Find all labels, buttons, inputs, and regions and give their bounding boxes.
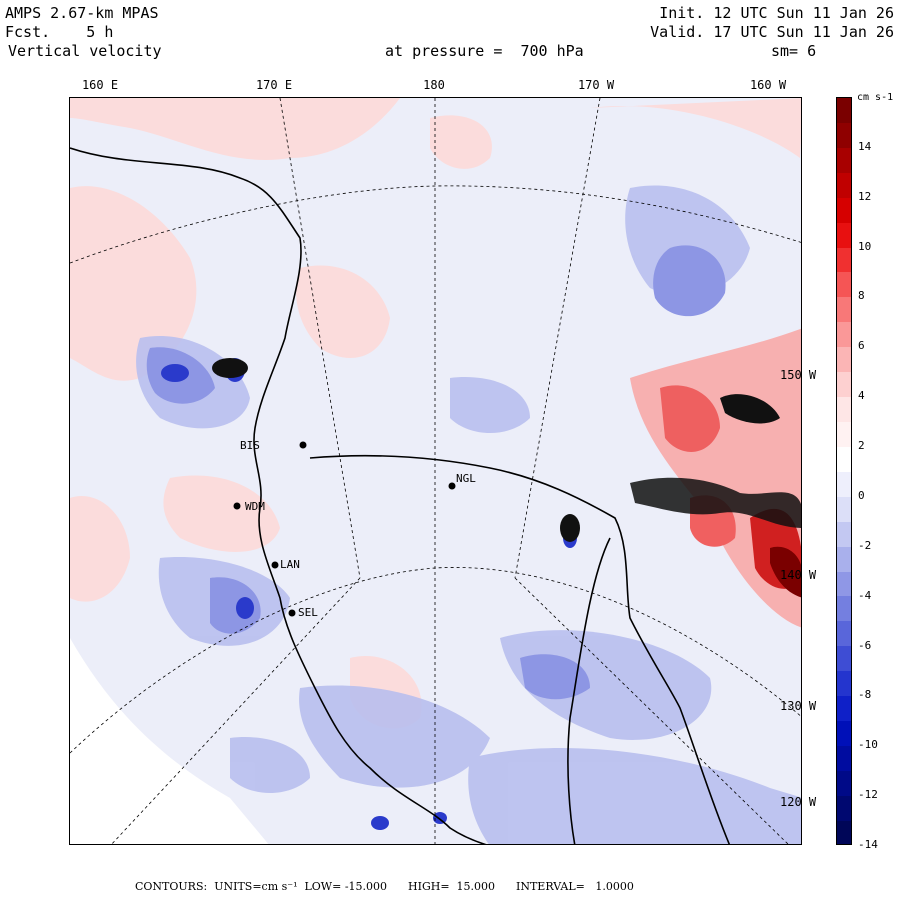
- coastline: [70, 147, 731, 844]
- colorbar-segment: [837, 347, 851, 373]
- station-marker-ngl: [448, 482, 456, 490]
- station-label-bis: BIS: [240, 439, 260, 452]
- colorbar: [836, 97, 852, 845]
- colorbar-segment: [837, 172, 851, 198]
- forecast-hour: Fcst. 5 h: [5, 23, 114, 41]
- model-title: AMPS 2.67-km MPAS: [5, 4, 159, 22]
- station-marker-lan: [271, 561, 279, 569]
- colorbar-tick-label: 12: [858, 189, 872, 203]
- station-label-wdm: WDM: [245, 500, 265, 513]
- off-domain-area: [70, 638, 269, 844]
- colorbar-tick-label: 6: [858, 339, 865, 353]
- colorbar-segment: [837, 621, 851, 647]
- lat-label-150w: 150 W: [780, 368, 817, 382]
- lon-label-170e: 170 E: [255, 78, 293, 92]
- graticule: [70, 98, 801, 844]
- colorbar-unit: cm s-1: [857, 92, 894, 103]
- lon-label-160e: 160 E: [81, 78, 119, 92]
- colorbar-segment: [837, 521, 851, 547]
- colorbar-tick-label: 14: [858, 139, 872, 153]
- colorbar-segment: [837, 745, 851, 771]
- colorbar-segment: [837, 446, 851, 472]
- station-marker-bis: [299, 441, 307, 449]
- station-marker-sel: [288, 609, 296, 617]
- station-marker-wdm: [233, 502, 241, 510]
- station-label-sel: SEL: [298, 606, 318, 619]
- colorbar-tick-label: 0: [858, 488, 865, 502]
- colorbar-segment: [837, 122, 851, 148]
- colorbar-segment: [837, 546, 851, 572]
- colorbar-tick-label: -8: [858, 688, 872, 702]
- colorbar-tick-label: 4: [858, 389, 865, 403]
- colorbar-tick-label: -2: [858, 538, 872, 552]
- colorbar-tick-label: -10: [858, 738, 878, 752]
- init-time: Init. 12 UTC Sun 11 Jan 26: [659, 4, 894, 22]
- colorbar-segment: [837, 421, 851, 447]
- colorbar-tick-label: 10: [858, 239, 872, 253]
- colorbar-segment: [837, 496, 851, 522]
- station-label-ngl: NGL: [456, 472, 476, 485]
- station-markers: [233, 441, 456, 617]
- colorbar-segment: [837, 222, 851, 248]
- lon-label-160w: 160 W: [749, 78, 787, 92]
- pressure-level: at pressure = 700 hPa: [385, 42, 584, 60]
- colorbar-segment: [837, 770, 851, 796]
- colorbar-tick-label: -12: [858, 788, 878, 802]
- colorbar-segment: [837, 372, 851, 398]
- colorbar-segment: [837, 646, 851, 672]
- colorbar-segment: [837, 795, 851, 821]
- colorbar-tick-label: 8: [858, 289, 865, 303]
- colorbar-tick-label: -14: [858, 838, 878, 851]
- field-name: Vertical velocity: [8, 42, 162, 60]
- colorbar-segment: [837, 322, 851, 348]
- colorbar-segment: [837, 272, 851, 298]
- colorbar-tick-label: -4: [858, 588, 872, 602]
- colorbar-segment: [837, 247, 851, 273]
- colorbar-segment: [837, 721, 851, 746]
- lon-label-180: 180: [423, 78, 445, 92]
- lon-label-170w: 170 W: [577, 78, 615, 92]
- colorbar-segment: [837, 820, 851, 844]
- colorbar-segment: [837, 596, 851, 622]
- smoothing-label: sm= 6: [771, 42, 817, 60]
- station-label-lan: LAN: [280, 558, 300, 571]
- colorbar-segment: [837, 297, 851, 323]
- contour-info: CONTOURS: UNITS=cm s⁻¹ LOW= -15.000 HIGH…: [135, 880, 634, 893]
- colorbar-segment: [837, 696, 851, 722]
- colorbar-segment: [837, 571, 851, 597]
- colorbar-segment: [837, 471, 851, 497]
- dense-contour-zones: [212, 358, 801, 542]
- colorbar-segment: [837, 197, 851, 223]
- lat-label-130w: 130 W: [780, 699, 817, 713]
- vertical-velocity-map: [70, 98, 801, 844]
- colorbar-tick-label: -6: [858, 638, 872, 652]
- colorbar-tick-label: 2: [858, 439, 865, 453]
- lat-label-140w: 140 W: [780, 568, 817, 582]
- map-panel: BIS NGL LAN SEL WDM: [69, 97, 802, 845]
- valid-time: Valid. 17 UTC Sun 11 Jan 26: [650, 23, 894, 41]
- colorbar-segment: [837, 98, 851, 123]
- colorbar-segment: [837, 397, 851, 422]
- colorbar-segment: [837, 147, 851, 173]
- colorbar-segment: [837, 671, 851, 697]
- lat-label-120w: 120 W: [780, 795, 817, 809]
